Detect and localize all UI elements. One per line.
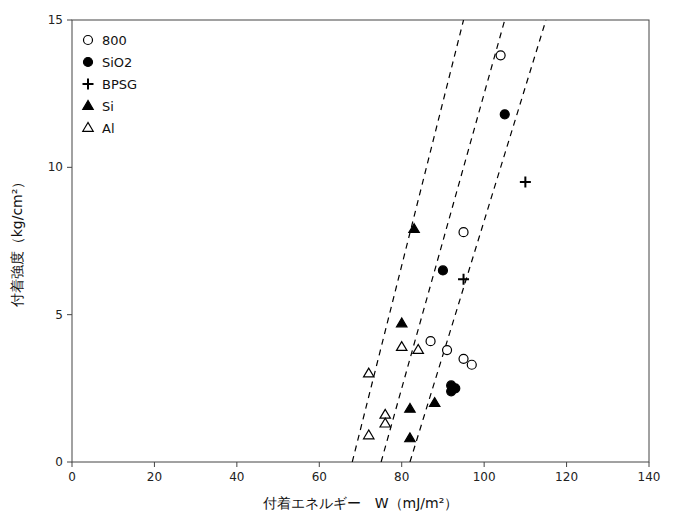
x-tick-label: 40 <box>229 470 244 484</box>
scatter-point <box>380 418 390 427</box>
legend-label: 800 <box>102 33 127 48</box>
plot-frame <box>72 20 649 462</box>
x-tick <box>72 462 73 467</box>
x-axis-label: 付着エネルギー W（mJ/m²） <box>262 495 459 511</box>
x-tick-label: 120 <box>555 470 578 484</box>
y-tick <box>67 314 72 315</box>
legend-label: BPSG <box>102 77 137 92</box>
scatter-point <box>396 318 406 327</box>
scatter-point <box>380 409 390 418</box>
x-tick <box>236 462 237 467</box>
y-tick-label: 5 <box>55 308 63 322</box>
x-tick <box>319 462 320 467</box>
y-axis-label: 付着強度（kg/cm²） <box>9 175 25 309</box>
scatter-point <box>520 177 531 188</box>
scatter-point <box>409 224 419 233</box>
x-tick <box>649 462 650 467</box>
y-tick-label: 10 <box>48 160 63 174</box>
scatter-point <box>496 51 505 60</box>
scatter-point <box>426 337 435 346</box>
x-tick-label: 140 <box>638 470 661 484</box>
scatter-point <box>429 398 439 407</box>
scatter-point <box>458 274 469 285</box>
y-tick <box>67 167 72 168</box>
scatter-point <box>459 228 468 237</box>
scatter-point <box>396 342 406 351</box>
legend-marker <box>83 101 93 110</box>
scatter-point <box>500 110 509 119</box>
scatter-point <box>364 368 374 377</box>
legend-marker <box>83 123 93 132</box>
x-tick <box>401 462 402 467</box>
legend-label: SiO2 <box>102 55 132 70</box>
dashed-line <box>410 20 546 462</box>
scatter-point <box>438 266 447 275</box>
scatter-point <box>443 346 452 355</box>
x-tick-label: 0 <box>68 470 76 484</box>
scatter-point <box>447 387 456 396</box>
legend: 800 SiO2 BPSG Si Al <box>83 33 138 136</box>
y-tick-label: 15 <box>48 13 63 27</box>
scatter-point <box>467 360 476 369</box>
scatter-point <box>459 354 468 363</box>
x-tick-label: 80 <box>394 470 409 484</box>
plot-area <box>352 20 546 462</box>
legend-marker <box>83 79 94 90</box>
y-tick <box>67 462 72 463</box>
dashed-line <box>352 20 463 462</box>
y-tick <box>67 20 72 21</box>
y-tick-label: 0 <box>55 455 63 469</box>
scatter-point <box>413 345 423 354</box>
x-tick-label: 100 <box>473 470 496 484</box>
legend-marker <box>84 58 93 67</box>
scatter-point <box>405 403 415 412</box>
x-tick <box>154 462 155 467</box>
legend-label: Al <box>102 121 115 136</box>
background <box>0 0 673 524</box>
scatter-point <box>364 430 374 439</box>
x-tick <box>566 462 567 467</box>
dashed-line <box>381 20 505 462</box>
legend-marker <box>84 36 93 45</box>
legend-label: Si <box>102 99 114 114</box>
x-tick-label: 20 <box>147 470 162 484</box>
chart: 0 20 40 60 80 100 120 140 0 5 10 15 付着エネルギー W（mJ/m²）… <box>0 0 673 524</box>
x-tick <box>484 462 485 467</box>
x-tick-label: 60 <box>312 470 327 484</box>
scatter-point <box>405 433 415 442</box>
